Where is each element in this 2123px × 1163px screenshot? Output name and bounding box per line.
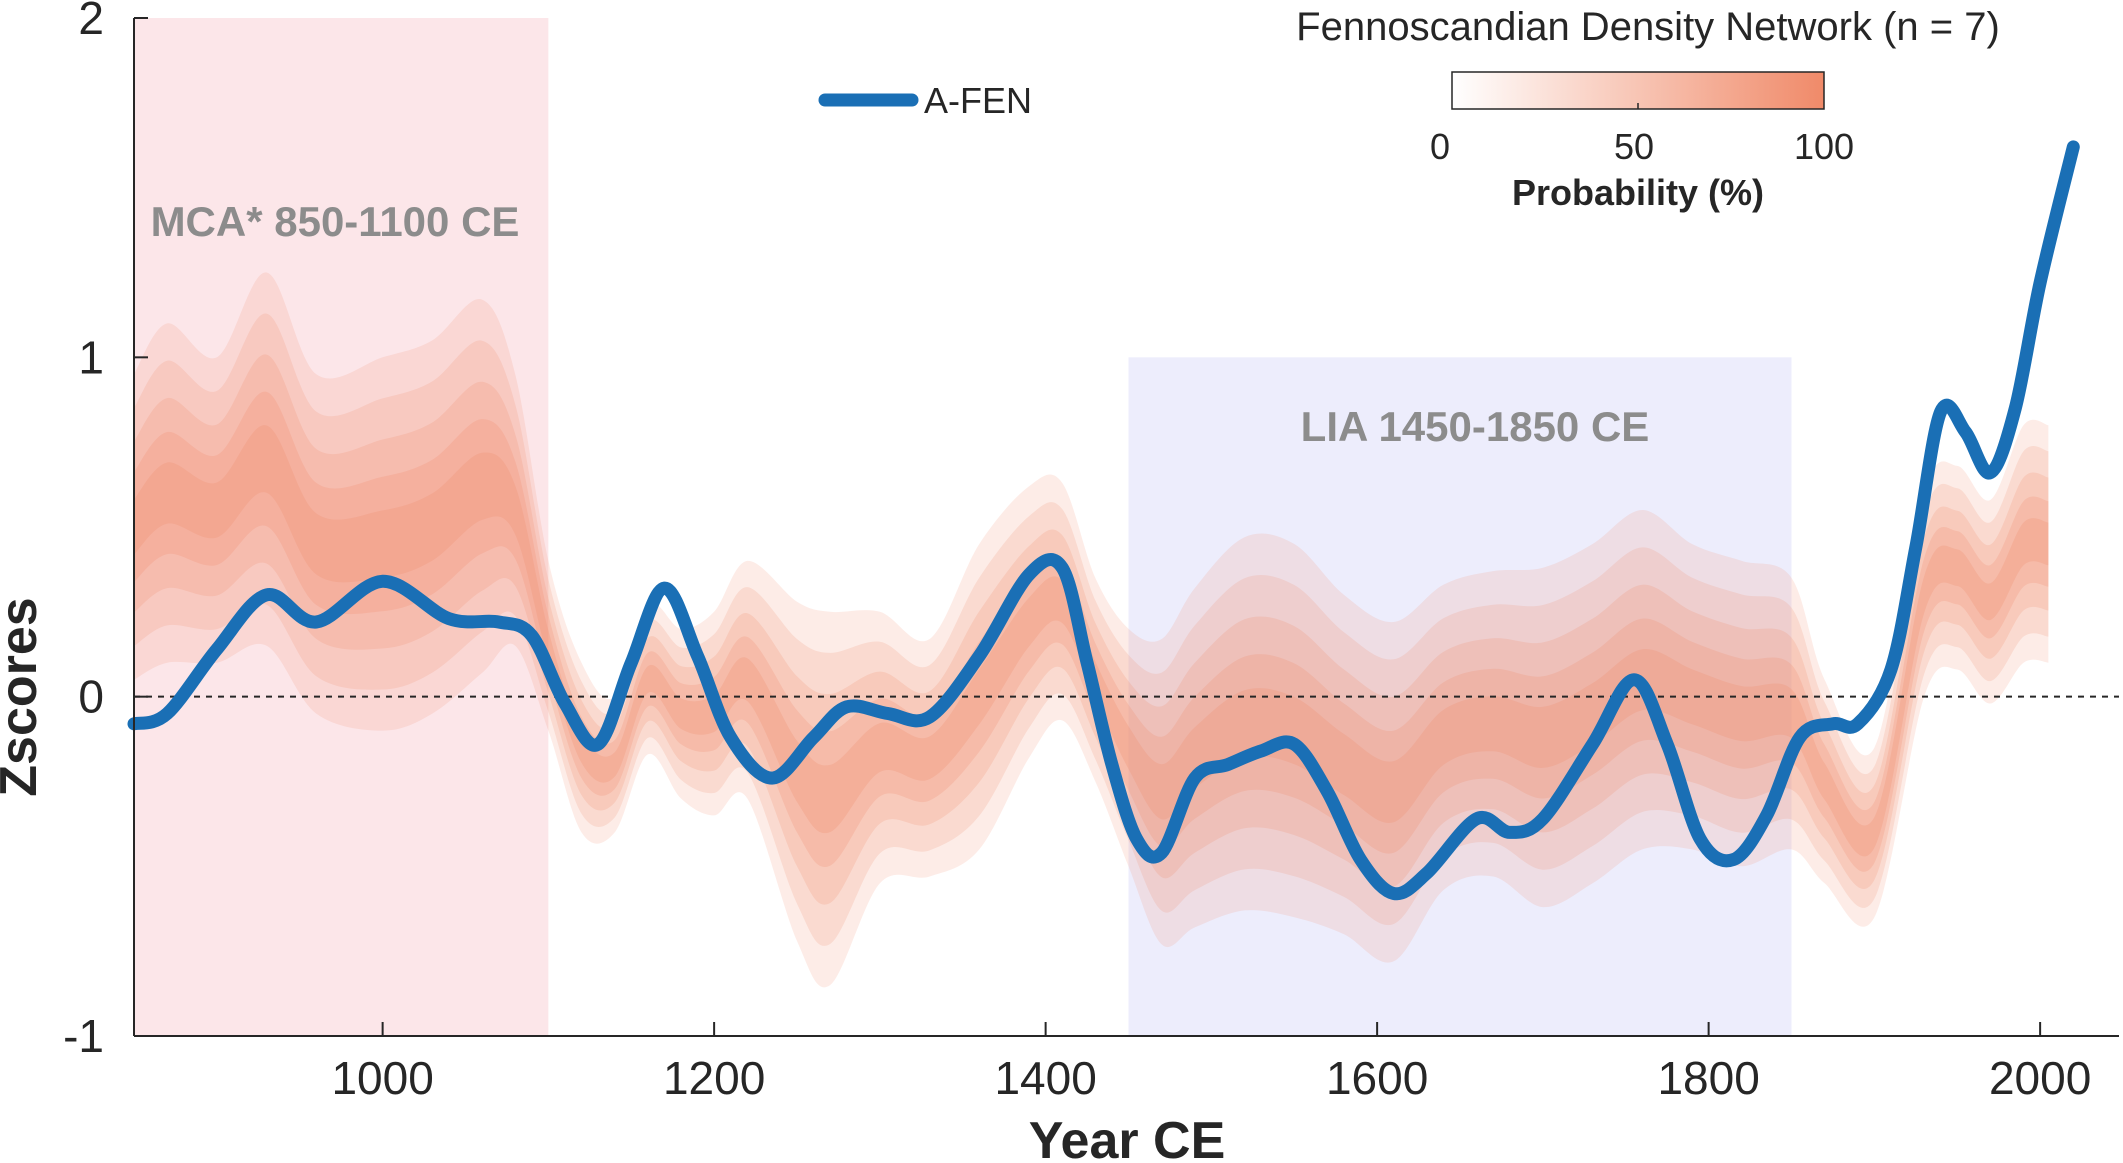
lia-band-label: LIA 1450-1850 CE <box>1301 403 1650 450</box>
series-line-a-fen <box>127 140 2080 901</box>
colorbar-tick-50: 50 <box>1614 126 1654 167</box>
envelope-layer <box>134 391 2049 872</box>
colorbar-tick-100: 100 <box>1794 126 1854 167</box>
legend-label-a-fen: A-FEN <box>924 80 1032 121</box>
envelope-layer <box>134 425 2049 857</box>
colorbar-label: Probability (%) <box>1512 172 1764 213</box>
x-tick-label: 1800 <box>1657 1052 1759 1104</box>
legend: A-FEN <box>818 80 1032 121</box>
x-tick-label: 1400 <box>994 1052 1096 1104</box>
y-tick-label: 0 <box>78 671 104 723</box>
y-tick-label: 1 <box>78 331 104 383</box>
colorbar-gradient <box>1451 71 1825 110</box>
x-tick-label: 1200 <box>663 1052 765 1104</box>
envelope-layer <box>134 354 2049 905</box>
y-axis-title: Zscores <box>0 597 48 796</box>
y-tick-label: 2 <box>78 0 104 44</box>
envelope-layer <box>134 272 2049 988</box>
x-tick-label: 1000 <box>331 1052 433 1104</box>
mca-period-band <box>134 18 549 1036</box>
mca-band-label: MCA* 850-1100 CE <box>151 198 520 245</box>
colorbar-tick-0: 0 <box>1430 126 1450 167</box>
y-axis-ticks: -1 0 1 2 <box>63 0 148 1062</box>
x-tick-label: 1600 <box>1326 1052 1428 1104</box>
x-axis-title: Year CE <box>1029 1112 1226 1163</box>
y-tick-label: -1 <box>63 1010 104 1062</box>
x-tick-label: 2000 <box>1989 1052 2091 1104</box>
x-axis-ticks: 1000 1200 1400 1600 1800 2000 <box>331 1022 2091 1104</box>
colorbar-title: Fennoscandian Density Network (n = 7) <box>1296 5 2000 49</box>
colorbar: Fennoscandian Density Network (n = 7) 0 … <box>1296 5 2000 213</box>
